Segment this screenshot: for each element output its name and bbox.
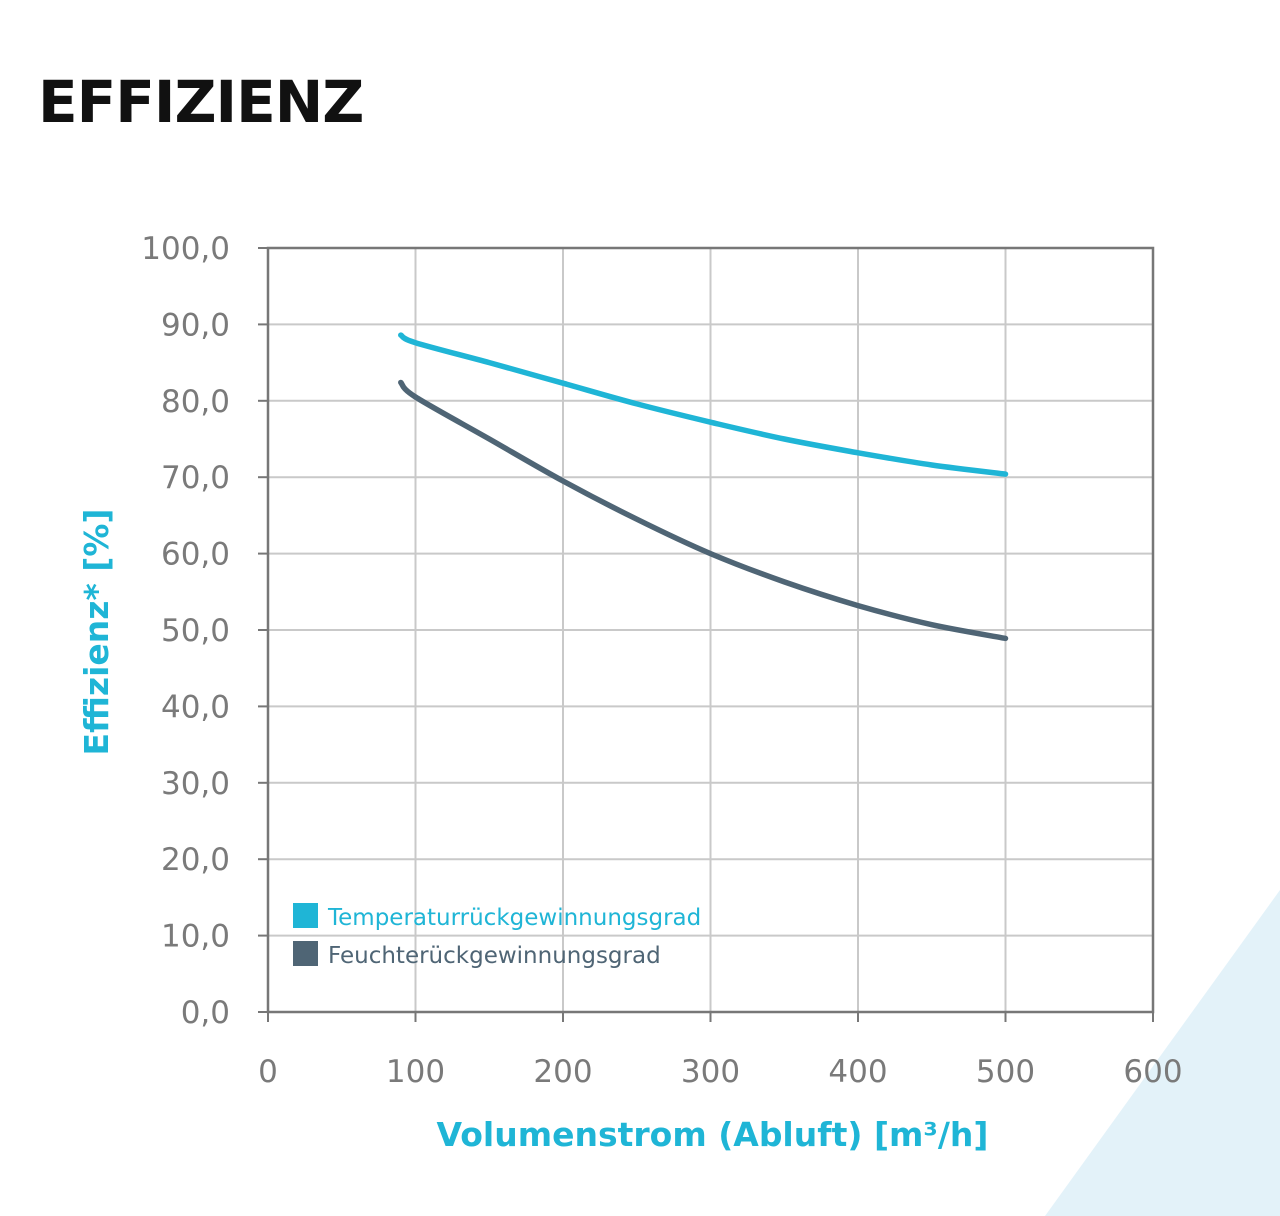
x-tick-label: 100 xyxy=(386,1054,445,1090)
y-tick-label: 80,0 xyxy=(161,384,230,420)
x-tick-label: 600 xyxy=(1123,1054,1182,1090)
y-tick-label: 70,0 xyxy=(161,460,230,496)
x-axis-title: Volumenstrom (Abluft) [m³/h] xyxy=(436,1115,988,1154)
x-tick-label: 400 xyxy=(828,1054,887,1090)
x-tick-label: 500 xyxy=(976,1054,1035,1090)
y-tick-label: 100,0 xyxy=(141,231,230,267)
y-tick-label: 40,0 xyxy=(161,689,230,725)
corner-triangle-shape xyxy=(1045,890,1280,1216)
x-tick-label: 0 xyxy=(258,1054,278,1090)
y-tick-label: 90,0 xyxy=(161,307,230,343)
y-tick-label: 0,0 xyxy=(181,995,230,1031)
legend-swatch xyxy=(293,903,318,928)
y-tick-label: 30,0 xyxy=(161,766,230,802)
y-tick-label: 50,0 xyxy=(161,613,230,649)
x-tick-label: 200 xyxy=(533,1054,592,1090)
legend-swatch xyxy=(293,941,318,966)
series-line-temperature xyxy=(398,332,1009,477)
y-tick-label: 60,0 xyxy=(161,537,230,573)
page-title: EFFIZIENZ xyxy=(38,68,364,136)
y-axis-title: Effizienz* [%] xyxy=(77,509,116,756)
y-tick-label: 10,0 xyxy=(161,919,230,955)
legend-label: Temperaturrückgewinnungsgrad xyxy=(327,905,701,931)
y-tick-label: 20,0 xyxy=(161,842,230,878)
legend-label: Feuchterückgewinnungsgrad xyxy=(328,943,661,969)
x-tick-label: 300 xyxy=(681,1054,740,1090)
series-line-humidity xyxy=(398,379,1009,642)
